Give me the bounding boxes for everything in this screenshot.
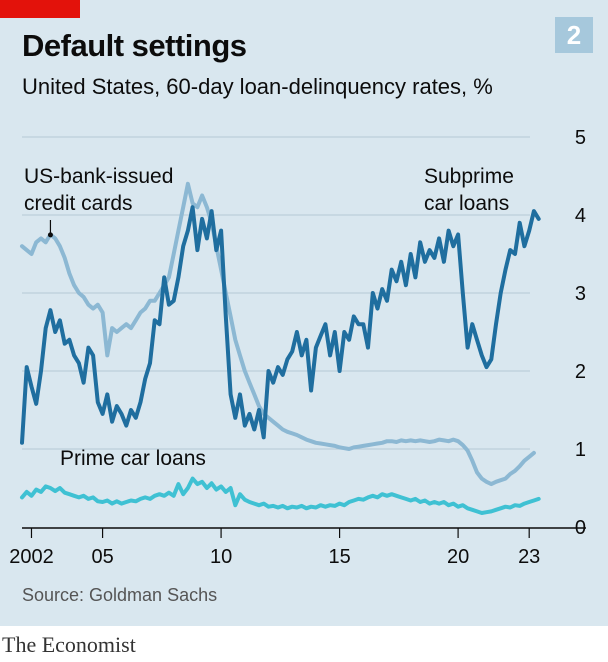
chart-number-badge: 2: [555, 17, 593, 53]
y-tick-label-3: 3: [575, 283, 586, 305]
subprime-label-line-2: car loans: [424, 192, 509, 215]
subprime-label-line-1: Subprime: [424, 165, 514, 188]
x-tick-label-20: 20: [447, 546, 469, 568]
y-tick-label-2: 2: [575, 361, 586, 383]
series-lines: [20, 181, 541, 515]
x-axis: 2002 05 10 15 20 23: [9, 527, 586, 568]
series-labels: US-bank-issued credit cards Subprime car lo…: [24, 165, 514, 470]
x-tick-label-10: 10: [210, 546, 232, 568]
series-line-subprime: [20, 205, 541, 445]
series-line-prime: [20, 476, 541, 515]
chart-title: Default settings: [22, 28, 247, 63]
x-tick-label-15: 15: [328, 546, 350, 568]
credit-cards-label-line-2: credit cards: [24, 192, 133, 215]
x-tick-label-2002: 2002: [9, 546, 54, 568]
brand-red-tag: [0, 0, 80, 18]
publisher-brand: The Economist: [2, 632, 136, 657]
credit-cards-leader-dot: [47, 232, 53, 238]
x-tick-label-05: 05: [91, 546, 113, 568]
chart-subtitle: United States, 60-day loan-delinquency r…: [22, 74, 493, 99]
y-tick-label-1: 1: [575, 439, 586, 461]
y-tick-label-5: 5: [575, 127, 586, 149]
series-line-credit-cards: [20, 181, 536, 487]
source-note: Source: Goldman Sachs: [22, 585, 218, 605]
x-tick-label-23: 23: [518, 546, 540, 568]
credit-cards-label-line-1: US-bank-issued: [24, 165, 173, 188]
prime-label-line-1: Prime car loans: [60, 447, 206, 470]
y-tick-label-4: 4: [575, 205, 586, 227]
